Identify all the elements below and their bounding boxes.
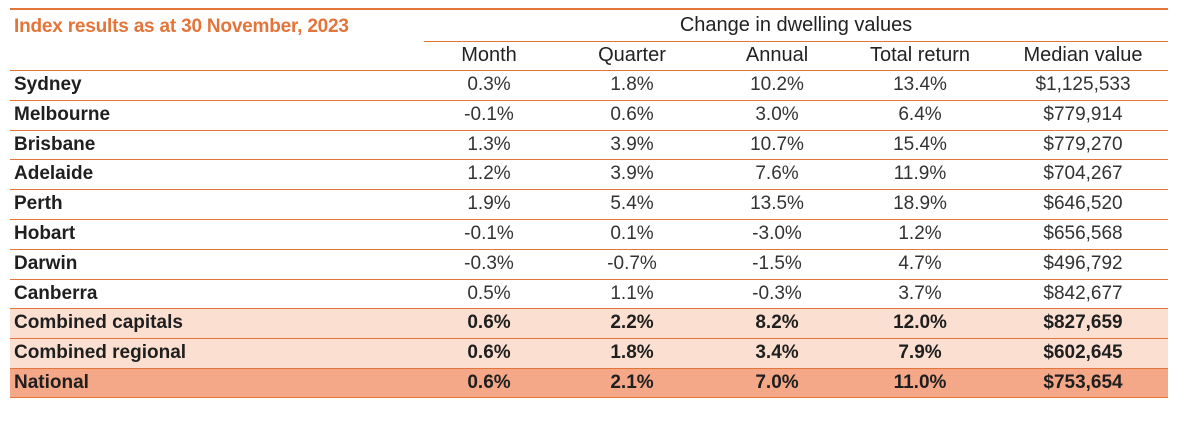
median-value: $1,125,533 [1035,74,1131,95]
median-value: $842,677 [1043,282,1123,304]
table-title: Index results as at 30 November, 2023 [14,16,349,37]
row-label: National [14,371,89,393]
column-header-total-return: Total return [869,44,971,66]
annual-value: -0.3% [752,282,802,304]
total-return-value: 11.9% [893,163,947,185]
month-value: 0.3% [467,74,511,95]
column-header-annual: Annual [745,44,809,66]
quarter-value: 2.2% [610,312,654,334]
total-return-value: 11.0% [893,371,947,393]
quarter-value: 5.4% [610,193,654,215]
month-value: 1.3% [467,133,511,155]
row-label: Melbourne [14,103,111,125]
month-value: 0.6% [467,371,511,393]
total-return-value: 3.7% [898,282,942,304]
annual-value: -1.5% [752,252,802,274]
row-label: Hobart [14,222,76,244]
total-return-value: 6.4% [898,103,942,125]
quarter-value: 0.6% [610,103,654,125]
month-value: 0.6% [467,312,511,334]
column-header-quarter: Quarter [598,44,666,66]
quarter-value: 0.1% [610,222,654,244]
column-header-month: Month [461,44,517,66]
month-value: 1.2% [467,163,511,185]
total-return-value: 12.0% [893,312,947,334]
quarter-value: 3.9% [610,163,654,185]
month-value: 0.5% [467,282,511,304]
annual-value: 10.2% [750,74,804,95]
table-row: Canberra 0.5% 1.1% -0.3% 3.7% $842,677 [10,278,1168,309]
group-header: Change in dwelling values [679,14,913,36]
annual-value: 13.5% [750,193,804,215]
table-row: Perth 1.9% 5.4% 13.5% 18.9% $646,520 [10,189,1168,219]
median-value: $753,654 [1043,371,1123,393]
quarter-value: 2.1% [610,371,654,393]
month-value: 0.6% [467,342,511,364]
table-row: Hobart -0.1% 0.1% -3.0% 1.2% $656,568 [10,218,1168,249]
row-label: Combined regional [14,342,187,364]
column-header-median-value: Median value [1023,44,1143,66]
month-value: -0.1% [464,103,514,125]
row-label: Brisbane [14,133,96,155]
row-label: Sydney [14,74,82,95]
summary-row-national: National 0.6% 2.1% 7.0% 11.0% $753,654 [10,367,1168,398]
total-return-value: 4.7% [898,252,942,274]
annual-value: 10.7% [750,133,804,155]
index-results-table: Index results as at 30 November, 2023 Ch… [10,8,1168,398]
quarter-value: 1.8% [610,342,654,364]
total-return-value: 1.2% [898,222,942,244]
median-value: $646,520 [1043,193,1123,215]
total-return-value: 15.4% [893,133,947,155]
table-row: Darwin -0.3% -0.7% -1.5% 4.7% $496,792 [10,248,1168,279]
row-label: Adelaide [14,163,94,185]
month-value: -0.1% [464,222,514,244]
annual-value: -3.0% [752,222,802,244]
group-header-rule [424,41,1168,42]
quarter-value: 3.9% [610,133,654,155]
median-value: $779,914 [1043,103,1123,125]
total-return-value: 13.4% [893,74,947,95]
annual-value: 3.0% [755,103,799,125]
quarter-value: 1.8% [610,74,654,95]
table-row: Adelaide 1.2% 3.9% 7.6% 11.9% $704,267 [10,159,1168,189]
median-value: $704,267 [1043,163,1123,185]
row-label: Combined capitals [14,312,183,334]
median-value: $602,645 [1043,342,1123,364]
table-header: Index results as at 30 November, 2023 Ch… [10,8,1168,70]
summary-row-combined-regional: Combined regional 0.6% 1.8% 3.4% 7.9% $6… [10,338,1168,368]
month-value: 1.9% [467,193,511,215]
median-value: $656,568 [1043,222,1123,244]
median-value: $779,270 [1043,133,1123,155]
annual-value: 7.6% [755,163,799,185]
annual-value: 3.4% [755,342,799,364]
table-row: Melbourne -0.1% 0.6% 3.0% 6.4% $779,914 [10,99,1168,130]
annual-value: 7.0% [755,371,799,393]
median-value: $827,659 [1043,312,1123,334]
annual-value: 8.2% [755,312,799,334]
row-label: Darwin [14,252,78,274]
table-row: Sydney 0.3% 1.8% 10.2% 13.4% $1,125,533 [10,70,1168,100]
month-value: -0.3% [464,252,514,274]
quarter-value: -0.7% [607,252,657,274]
row-label: Canberra [14,282,98,304]
quarter-value: 1.1% [610,282,654,304]
total-return-value: 7.9% [898,342,942,364]
row-label: Perth [14,193,63,215]
total-return-value: 18.9% [893,193,947,215]
summary-row-combined-capitals: Combined capitals 0.6% 2.2% 8.2% 12.0% $… [10,308,1168,339]
median-value: $496,792 [1043,252,1123,274]
table-row: Brisbane 1.3% 3.9% 10.7% 15.4% $779,270 [10,129,1168,160]
